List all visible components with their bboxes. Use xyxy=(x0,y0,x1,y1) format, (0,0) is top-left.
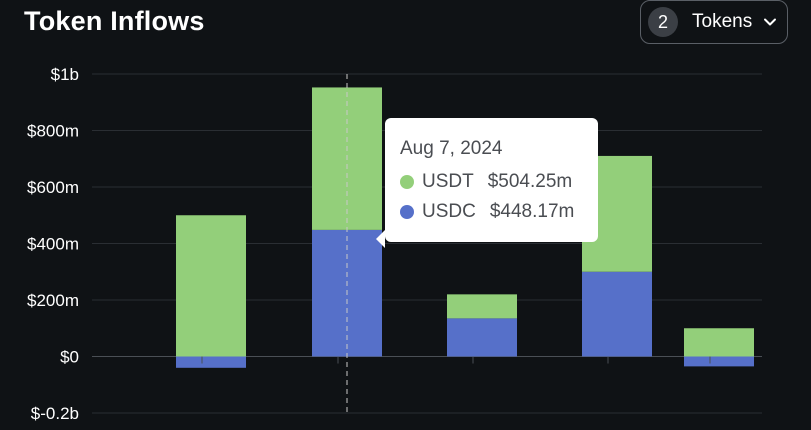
tooltip-series-value: $504.25m xyxy=(487,171,573,192)
tooltip-row-usdt: USDT $504.25m xyxy=(400,167,598,197)
usdt-bar[interactable] xyxy=(447,294,517,319)
y-tick-label: $0 xyxy=(60,348,79,367)
tooltip-series-name: USDT xyxy=(422,171,474,192)
token-count-badge: 2 xyxy=(648,7,678,37)
hover-tooltip: Aug 7, 2024 USDT $504.25m USDC $448.17m xyxy=(376,118,598,248)
tooltip-row-usdc: USDC $448.17m xyxy=(400,197,598,227)
usdc-bar[interactable] xyxy=(176,356,246,368)
tooltip-series-value: $448.17m xyxy=(489,201,575,222)
token-selector-label: Tokens xyxy=(692,11,753,32)
y-tick-label: $600m xyxy=(27,178,79,197)
chart-title: Token Inflows xyxy=(24,6,205,36)
y-tick-label: $-0.2b xyxy=(31,404,79,423)
y-tick-label: $200m xyxy=(27,291,79,310)
tooltip-series-name: USDC xyxy=(422,201,476,222)
tooltip-pointer xyxy=(376,230,385,248)
usdt-bar[interactable] xyxy=(176,215,246,357)
usdt-legend-dot xyxy=(400,175,414,189)
tooltip-date: Aug 7, 2024 xyxy=(400,138,503,159)
usdc-bar[interactable] xyxy=(684,356,754,367)
y-tick-label: $400m xyxy=(27,235,79,254)
usdc-legend-dot xyxy=(400,205,414,219)
token-selector[interactable]: 2 Tokens xyxy=(640,0,788,44)
usdc-bar[interactable] xyxy=(582,271,652,357)
usdt-bar[interactable] xyxy=(684,328,754,357)
y-tick-label: $1b xyxy=(51,65,79,84)
chevron-down-icon xyxy=(764,18,776,26)
y-tick-label: $800m xyxy=(27,122,79,141)
usdc-bar[interactable] xyxy=(447,318,517,357)
